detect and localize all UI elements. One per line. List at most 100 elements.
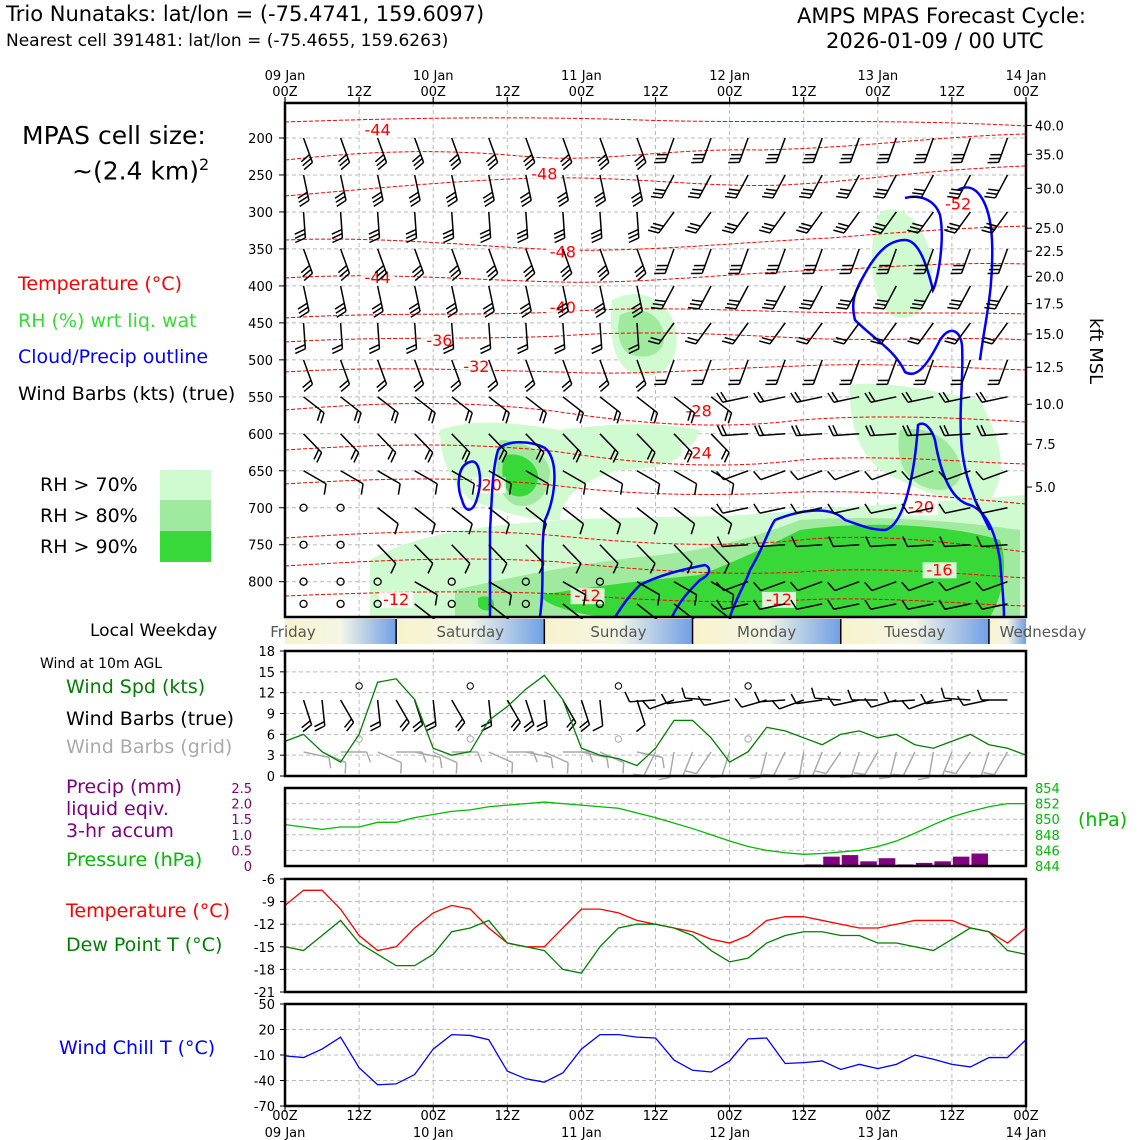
panel-ytick-label: -21 (254, 986, 275, 1001)
temperature-contour (284, 308, 1027, 319)
wind-barb-staff (825, 751, 842, 774)
precip-bar (841, 855, 859, 866)
wind-barb-flag (597, 154, 607, 163)
wind-barb-staff (414, 544, 434, 564)
wind-barb-staff (636, 137, 647, 163)
wind-barb-flag (609, 449, 616, 460)
wind-barb-flag (828, 536, 835, 547)
wind-barb-staff (432, 699, 437, 726)
wind-barb-flag (334, 302, 345, 310)
panel-ytick-label: 12 (258, 687, 275, 702)
wind-barb-flag (464, 410, 470, 421)
wind-barb-staff (377, 470, 401, 485)
wind-barb-staff (759, 751, 768, 778)
wind-barb-flag (486, 264, 496, 274)
wind-barb-staff (981, 507, 1008, 514)
wind-barb-flag (868, 391, 876, 402)
wind-barb-staff (340, 396, 362, 414)
wind-barb-staff (339, 174, 347, 201)
temperature-contour (284, 117, 1027, 127)
wind-barb-staff (796, 699, 823, 705)
wind-barb-flag (920, 693, 927, 704)
wind-barb-flag (827, 581, 836, 592)
wind-barb-flag (525, 383, 536, 393)
wind-barb-staff (636, 751, 663, 759)
wind-barb-flag (694, 483, 698, 495)
height-tick-label: 5.0 (1035, 481, 1056, 496)
wind-barb-flag (976, 425, 983, 436)
wind-barb-staff (773, 751, 786, 776)
wind-barb-flag (427, 452, 434, 463)
weekday-label: Tuesday (883, 623, 945, 641)
wind-barb-flag (653, 523, 659, 535)
wind-barb-flag (413, 379, 423, 389)
wind-barb-flag (635, 379, 645, 389)
wind-barb-flag (838, 303, 850, 306)
wind-barb-staff (673, 507, 695, 525)
forecast-cycle-time: 2026-01-09 / 00 UTC (826, 29, 1044, 53)
wind-barb-flag (394, 412, 399, 424)
wind-barb-staff (871, 470, 897, 481)
wind-barb-flag (864, 697, 872, 708)
wind-barb-staff (451, 433, 471, 454)
wind-barb-flag (343, 718, 353, 728)
wind-barb-flag (790, 536, 797, 547)
wind-barb-flag (434, 483, 438, 495)
wind-barb-flag (613, 410, 618, 421)
wind-barb-flag (761, 195, 774, 199)
wind-barb-flag (847, 689, 853, 701)
wind-barb-flag (835, 226, 847, 231)
wind-barb-staff (488, 322, 492, 349)
wind-barb-staff (710, 433, 730, 454)
temperature-contour (284, 531, 1027, 553)
cloud-outline (613, 563, 711, 618)
wind-barb-flag (339, 379, 349, 389)
wind-barb-flag (427, 410, 433, 421)
wind-barb-staff (525, 211, 529, 238)
wind-barb-flag (357, 412, 362, 424)
wind-barb-flag (580, 724, 590, 733)
temperature-label: -44 (365, 120, 391, 139)
wind-barb-staff (488, 433, 508, 454)
wind-barb-flag (554, 343, 565, 350)
wind-barb-flag (431, 523, 436, 535)
wind-barb-staff (954, 322, 972, 345)
wind-barb-staff (908, 580, 934, 592)
wind-barb-staff (760, 580, 786, 592)
wind-barb-flag (827, 470, 836, 481)
wind-barb-flag (983, 772, 995, 776)
wind-barb-flag (951, 299, 963, 303)
wind-barb-staff (525, 285, 532, 312)
wind-barb-staff (926, 699, 953, 705)
wind-barb-staff (811, 751, 823, 777)
wind-barb-flag (947, 195, 959, 199)
wind-barb-staff (525, 322, 529, 349)
wind-barb-staff (451, 396, 473, 414)
pressure-tick-label: 350 (248, 243, 273, 258)
wind-barb-flag (879, 776, 891, 780)
wind-barb-flag (635, 724, 646, 733)
height-tick-label: 17.5 (1035, 298, 1064, 313)
temperature-label: -48 (550, 242, 576, 261)
wind-barb-flag (827, 392, 835, 403)
wind-barb-flag (328, 757, 332, 769)
wind-barb-flag (394, 523, 399, 535)
wind-barb-flag (538, 452, 545, 463)
wind-barb-flag (875, 303, 887, 306)
wind-barb-flag (946, 336, 958, 342)
wind-barb-flag (628, 233, 639, 240)
wind-barb-flag (331, 343, 343, 350)
wind-barb-staff (944, 603, 971, 611)
wind-barb-staff (960, 137, 972, 163)
wind-barb-flag (523, 264, 533, 274)
top-tick-hour: 00Z (865, 85, 891, 100)
bottom-tick-hour: 00Z (420, 1109, 446, 1124)
wind-barb-flag (595, 199, 606, 207)
calm-wind-circle (299, 577, 308, 586)
wind-barb-flag (694, 594, 698, 606)
wind-barb-flag (853, 772, 865, 776)
wind-barb-staff (732, 211, 749, 234)
wind-barb-flag (752, 470, 762, 481)
wind-barb-flag (796, 340, 808, 345)
wind-barb-flag (939, 425, 946, 436)
